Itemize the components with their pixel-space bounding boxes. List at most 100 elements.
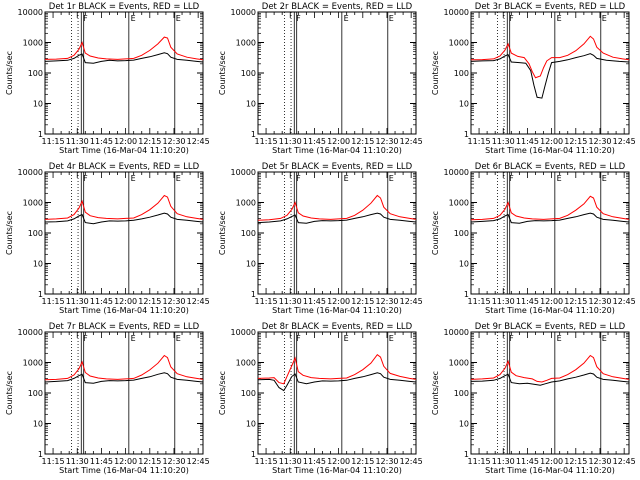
y-tick-label: 10000 [18,168,43,177]
y-tick-label: 1000 [23,359,43,368]
panel-det-2: Det 2r BLACK = Events, RED = LLD 1 10 100 10… [218,2,423,155]
series-line-lld [44,194,204,220]
series-line-events [470,53,630,99]
y-tick-label: 100 [241,389,256,398]
flag-label: E [557,14,562,23]
series-line-lld [44,354,204,381]
plot-frame [44,11,204,135]
x-tick-label: 11:45 [90,297,113,306]
y-axis-label: Counts/sec [218,211,227,255]
x-axis-label: Start Time (16-Mar-04 11:10:20) [485,146,615,155]
series-line-lld [257,194,417,221]
y-tick-label: 1000 [236,199,256,208]
flag-label: F [509,14,514,23]
x-tick-label: 11:30 [66,137,89,146]
panel-det-9: Det 9r BLACK = Events, RED = LLD 1 10 100 10… [431,322,636,475]
flag-label: E [176,334,181,343]
flag-label: F [83,174,88,183]
x-tick-label: 11:45 [516,457,539,466]
x-axis-label: Start Time (16-Mar-04 11:10:20) [272,146,402,155]
plot-frame [257,171,417,295]
series-line-events [44,372,204,384]
plot-frame [44,171,204,295]
x-tick-label: 11:30 [279,457,302,466]
x-tick-label: 11:45 [90,457,113,466]
series-line-lld [470,354,630,383]
plot-frame [257,11,417,135]
panel-title: Det 1r BLACK = Events, RED = LLD [49,2,200,12]
y-tick-label: 1 [251,130,256,139]
flag-label: F [83,334,88,343]
x-tick-label: 12:00 [327,137,350,146]
y-tick-label: 1 [251,450,256,459]
y-tick-label: 100 [28,229,43,238]
x-tick-label: 11:30 [492,297,515,306]
x-tick-label: 11:45 [303,137,326,146]
x-axis-label: Start Time (16-Mar-04 11:10:20) [59,466,189,475]
y-tick-label: 10 [33,260,43,269]
plot-frame [470,331,630,455]
plot-frame [257,331,417,455]
y-tick-label: 1 [464,130,469,139]
y-tick-label: 1000 [236,39,256,48]
x-tick-label: 11:15 [42,137,65,146]
panel-title: Det 9r BLACK = Events, RED = LLD [475,322,626,332]
x-tick-label: 12:45 [613,457,636,466]
y-tick-label: 1 [38,130,43,139]
flag-label: E [131,174,136,183]
y-tick-label: 1 [38,290,43,299]
flag-label: E [176,14,181,23]
x-tick-label: 12:00 [540,137,563,146]
x-tick-label: 12:15 [564,297,587,306]
x-tick-label: 12:30 [588,457,611,466]
y-tick-label: 1 [38,450,43,459]
flag-label: F [296,174,301,183]
x-tick-label: 11:30 [66,297,89,306]
series-line-events [44,52,204,64]
y-tick-label: 10000 [231,328,256,337]
x-axis-label: Start Time (16-Mar-04 11:10:20) [485,466,615,475]
x-tick-label: 11:30 [492,137,515,146]
y-axis-label: Counts/sec [5,211,14,255]
flag-label: F [509,334,514,343]
x-tick-label: 11:15 [255,137,278,146]
series-line-events [257,372,417,392]
panel-title: Det 4r BLACK = Events, RED = LLD [49,162,200,172]
x-tick-label: 12:00 [540,457,563,466]
y-tick-label: 1 [251,290,256,299]
flag-label: E [602,174,607,183]
x-tick-label: 12:15 [564,457,587,466]
x-axis-label: Start Time (16-Mar-04 11:10:20) [59,146,189,155]
y-tick-label: 1000 [23,39,43,48]
series-line-events [44,212,204,225]
y-tick-label: 100 [28,389,43,398]
y-tick-label: 1000 [23,199,43,208]
flag-label: E [389,334,394,343]
x-axis-label: Start Time (16-Mar-04 11:10:20) [59,306,189,315]
x-tick-label: 12:45 [187,457,210,466]
y-tick-label: 1 [464,450,469,459]
plot-frame [44,331,204,455]
panel-det-4: Det 4r BLACK = Events, RED = LLD 1 10 100 10… [5,162,210,315]
plot-frame [470,171,630,295]
y-tick-label: 10 [459,100,469,109]
y-tick-label: 10 [246,260,256,269]
x-tick-label: 12:45 [187,137,210,146]
flag-label: E [344,174,349,183]
series-line-lld [470,195,630,221]
x-tick-label: 12:00 [114,457,137,466]
x-tick-label: 12:00 [540,297,563,306]
x-tick-label: 12:00 [327,457,350,466]
x-tick-label: 12:45 [400,297,423,306]
flag-label: F [83,14,88,23]
y-tick-label: 10 [459,260,469,269]
flag-label: E [389,174,394,183]
y-tick-label: 1000 [449,199,469,208]
x-tick-label: 12:45 [613,297,636,306]
x-tick-label: 11:15 [255,457,278,466]
x-tick-label: 11:45 [303,297,326,306]
y-axis-label: Counts/sec [5,371,14,415]
x-tick-label: 11:45 [516,297,539,306]
y-tick-label: 1000 [236,359,256,368]
x-tick-label: 12:30 [375,137,398,146]
